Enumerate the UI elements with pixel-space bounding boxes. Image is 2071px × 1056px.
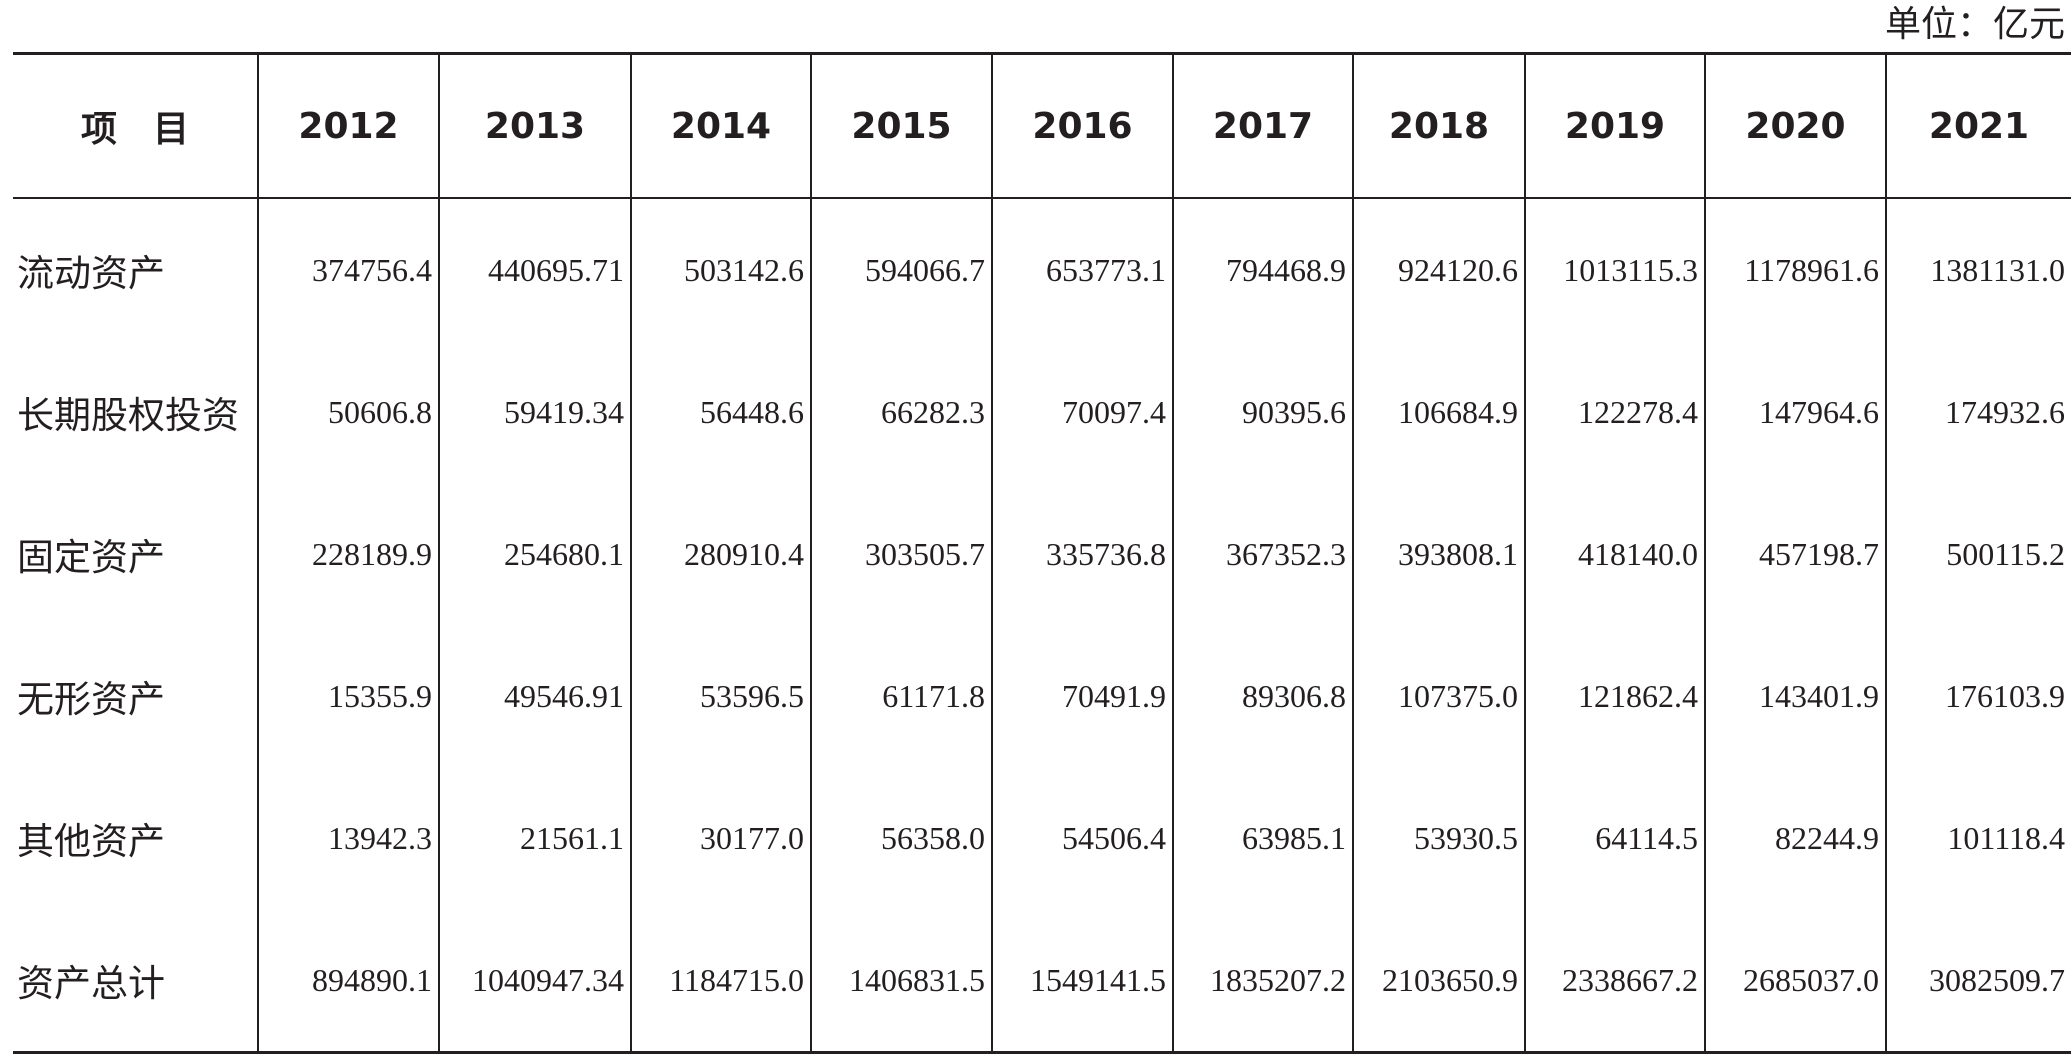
unit-note: 单位：亿元 bbox=[1884, 4, 2065, 44]
value-cell: 1184715.0 bbox=[630, 909, 811, 1053]
value-cell: 147964.6 bbox=[1704, 341, 1886, 483]
value-cell: 457198.7 bbox=[1704, 483, 1886, 625]
value-cell: 1835207.2 bbox=[1172, 909, 1353, 1053]
table-row: 资产总计 894890.1 1040947.34 1184715.0 1406831.5… bbox=[13, 909, 2071, 1053]
value-cell: 107375.0 bbox=[1352, 625, 1525, 767]
value-cell: 50606.8 bbox=[257, 341, 439, 483]
row-label: 流动资产 bbox=[17, 254, 165, 295]
row-label: 无形资产 bbox=[17, 680, 165, 721]
value-cell: 56358.0 bbox=[810, 767, 992, 909]
asset-table: 项 目 2012 2013 2014 2015 2016 2017 2018 2019 2020 2… bbox=[13, 52, 2071, 1054]
value-cell: 64114.5 bbox=[1524, 767, 1705, 909]
header-cell: 2014 bbox=[630, 53, 811, 199]
header-cell: 2021 bbox=[1885, 53, 2071, 199]
value-cell: 393808.1 bbox=[1352, 483, 1525, 625]
value-cell: 54506.4 bbox=[991, 767, 1173, 909]
value-cell: 176103.9 bbox=[1885, 625, 2071, 767]
value-cell: 70097.4 bbox=[991, 341, 1173, 483]
value-cell: 2103650.9 bbox=[1352, 909, 1525, 1053]
header-cell: 项 目 bbox=[13, 53, 258, 199]
value-cell: 280910.4 bbox=[630, 483, 811, 625]
value-cell: 1406831.5 bbox=[810, 909, 992, 1053]
value-cell: 254680.1 bbox=[438, 483, 631, 625]
table-body: 流动资产 374756.4 440695.71 503142.6 594066.7 653… bbox=[13, 198, 2071, 1053]
value-cell: 500115.2 bbox=[1885, 483, 2071, 625]
value-cell: 53596.5 bbox=[630, 625, 811, 767]
value-cell: 1549141.5 bbox=[991, 909, 1173, 1053]
value-cell: 1178961.6 bbox=[1704, 198, 1886, 341]
header-cell: 2013 bbox=[438, 53, 631, 199]
value-cell: 440695.71 bbox=[438, 198, 631, 341]
row-label: 资产总计 bbox=[17, 964, 165, 1005]
table-row: 固定资产 228189.9 254680.1 280910.4 303505.7 3357… bbox=[13, 483, 2071, 625]
value-cell: 1381131.0 bbox=[1885, 198, 2071, 341]
value-cell: 794468.9 bbox=[1172, 198, 1353, 341]
value-cell: 174932.6 bbox=[1885, 341, 2071, 483]
table-row: 其他资产 13942.3 21561.1 30177.0 56358.0 54506.4 6… bbox=[13, 767, 2071, 909]
value-cell: 374756.4 bbox=[257, 198, 439, 341]
value-cell: 61171.8 bbox=[810, 625, 992, 767]
value-cell: 653773.1 bbox=[991, 198, 1173, 341]
value-cell: 70491.9 bbox=[991, 625, 1173, 767]
row-label: 固定资产 bbox=[17, 538, 165, 579]
table-row: 无形资产 15355.9 49546.91 53596.5 61171.8 70491.9… bbox=[13, 625, 2071, 767]
table-row: 长期股权投资 50606.8 59419.34 56448.6 66282.3 70097… bbox=[13, 341, 2071, 483]
value-cell: 2338667.2 bbox=[1524, 909, 1705, 1053]
value-cell: 143401.9 bbox=[1704, 625, 1886, 767]
value-cell: 2685037.0 bbox=[1704, 909, 1886, 1053]
value-cell: 21561.1 bbox=[438, 767, 631, 909]
table-row: 流动资产 374756.4 440695.71 503142.6 594066.7 653… bbox=[13, 198, 2071, 341]
row-label: 其他资产 bbox=[17, 822, 165, 863]
value-cell: 90395.6 bbox=[1172, 341, 1353, 483]
header-row: 项 目 2012 2013 2014 2015 2016 2017 2018 2019 2020 2… bbox=[13, 53, 2071, 199]
value-cell: 303505.7 bbox=[810, 483, 992, 625]
value-cell: 66282.3 bbox=[810, 341, 992, 483]
value-cell: 53930.5 bbox=[1352, 767, 1525, 909]
value-cell: 30177.0 bbox=[630, 767, 811, 909]
header-cell: 2012 bbox=[257, 53, 439, 199]
header-cell: 2015 bbox=[810, 53, 992, 199]
value-cell: 89306.8 bbox=[1172, 625, 1353, 767]
value-cell: 63985.1 bbox=[1172, 767, 1353, 909]
value-cell: 1013115.3 bbox=[1524, 198, 1705, 341]
header-cell: 2019 bbox=[1524, 53, 1705, 199]
value-cell: 121862.4 bbox=[1524, 625, 1705, 767]
value-cell: 228189.9 bbox=[257, 483, 439, 625]
value-cell: 335736.8 bbox=[991, 483, 1173, 625]
value-cell: 82244.9 bbox=[1704, 767, 1886, 909]
value-cell: 49546.91 bbox=[438, 625, 631, 767]
value-cell: 106684.9 bbox=[1352, 341, 1525, 483]
value-cell: 924120.6 bbox=[1352, 198, 1525, 341]
header-cell: 2018 bbox=[1352, 53, 1525, 199]
value-cell: 367352.3 bbox=[1172, 483, 1353, 625]
value-cell: 418140.0 bbox=[1524, 483, 1705, 625]
value-cell: 56448.6 bbox=[630, 341, 811, 483]
value-cell: 503142.6 bbox=[630, 198, 811, 341]
value-cell: 894890.1 bbox=[257, 909, 439, 1053]
value-cell: 101118.4 bbox=[1885, 767, 2071, 909]
value-cell: 15355.9 bbox=[257, 625, 439, 767]
value-cell: 13942.3 bbox=[257, 767, 439, 909]
row-label: 长期股权投资 bbox=[17, 396, 239, 437]
header-cell: 2016 bbox=[991, 53, 1173, 199]
value-cell: 59419.34 bbox=[438, 341, 631, 483]
value-cell: 594066.7 bbox=[810, 198, 992, 341]
header-cell: 2020 bbox=[1704, 53, 1886, 199]
value-cell: 1040947.34 bbox=[438, 909, 631, 1053]
value-cell: 3082509.7 bbox=[1885, 909, 2071, 1053]
value-cell: 122278.4 bbox=[1524, 341, 1705, 483]
header-cell: 2017 bbox=[1172, 53, 1353, 199]
